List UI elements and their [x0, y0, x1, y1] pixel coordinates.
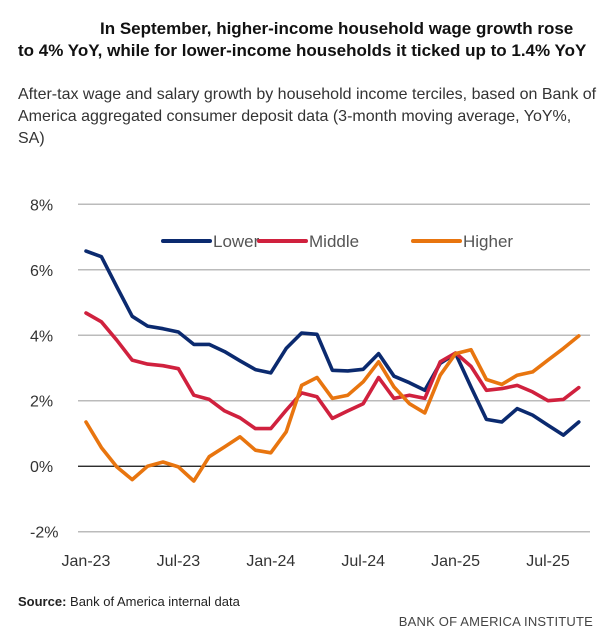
y-tick-label: -2% [30, 525, 58, 542]
y-tick-label: 4% [30, 328, 53, 345]
x-axis: Jan-23 Jul-23 Jan-24 Jul-24 Jan-25 Jul-25 [62, 553, 570, 570]
brand-logo-text: BANK OF AMERICA INSTITUTE [398, 614, 593, 629]
y-tick-label: 6% [30, 263, 53, 280]
x-tick-label: Jul-23 [157, 553, 201, 570]
series-lines [84, 249, 581, 483]
y-tick-label: 0% [30, 459, 53, 476]
series-line-higher [84, 334, 581, 483]
x-tick-label: Jan-25 [431, 553, 480, 570]
source-text: Bank of America internal data [66, 594, 240, 609]
legend-label-middle: Middle [309, 232, 359, 251]
y-tick-label: 8% [30, 197, 53, 214]
gridlines [78, 203, 590, 533]
source-note: Source: Bank of America internal data [18, 594, 240, 609]
x-tick-label: Jul-24 [341, 553, 385, 570]
series-line-lower [84, 249, 581, 437]
series-line-middle [84, 311, 581, 431]
x-tick-label: Jan-24 [246, 553, 295, 570]
y-tick-label: 2% [30, 394, 53, 411]
y-axis: 8% 6% 4% 2% 0% -2% [30, 197, 58, 541]
legend-label-lower: Lower [213, 232, 260, 251]
legend: Lower Middle Higher [161, 232, 513, 251]
line-chart: 8%6%4%2%0%-2% Jan-23 Jul-23 Jan-24 Jul-24 Ja… [30, 197, 590, 570]
x-tick-label: Jul-25 [526, 553, 570, 570]
chart-title: In September, higher-income household wa… [18, 19, 587, 60]
legend-label-higher: Higher [463, 232, 513, 251]
source-label: Source: [18, 594, 67, 609]
chart-subtitle: After-tax wage and salary growth by hous… [18, 86, 597, 147]
x-tick-label: Jan-23 [62, 553, 111, 570]
